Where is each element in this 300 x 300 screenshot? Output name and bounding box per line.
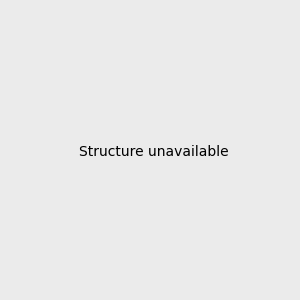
Text: Structure unavailable: Structure unavailable bbox=[79, 145, 229, 158]
